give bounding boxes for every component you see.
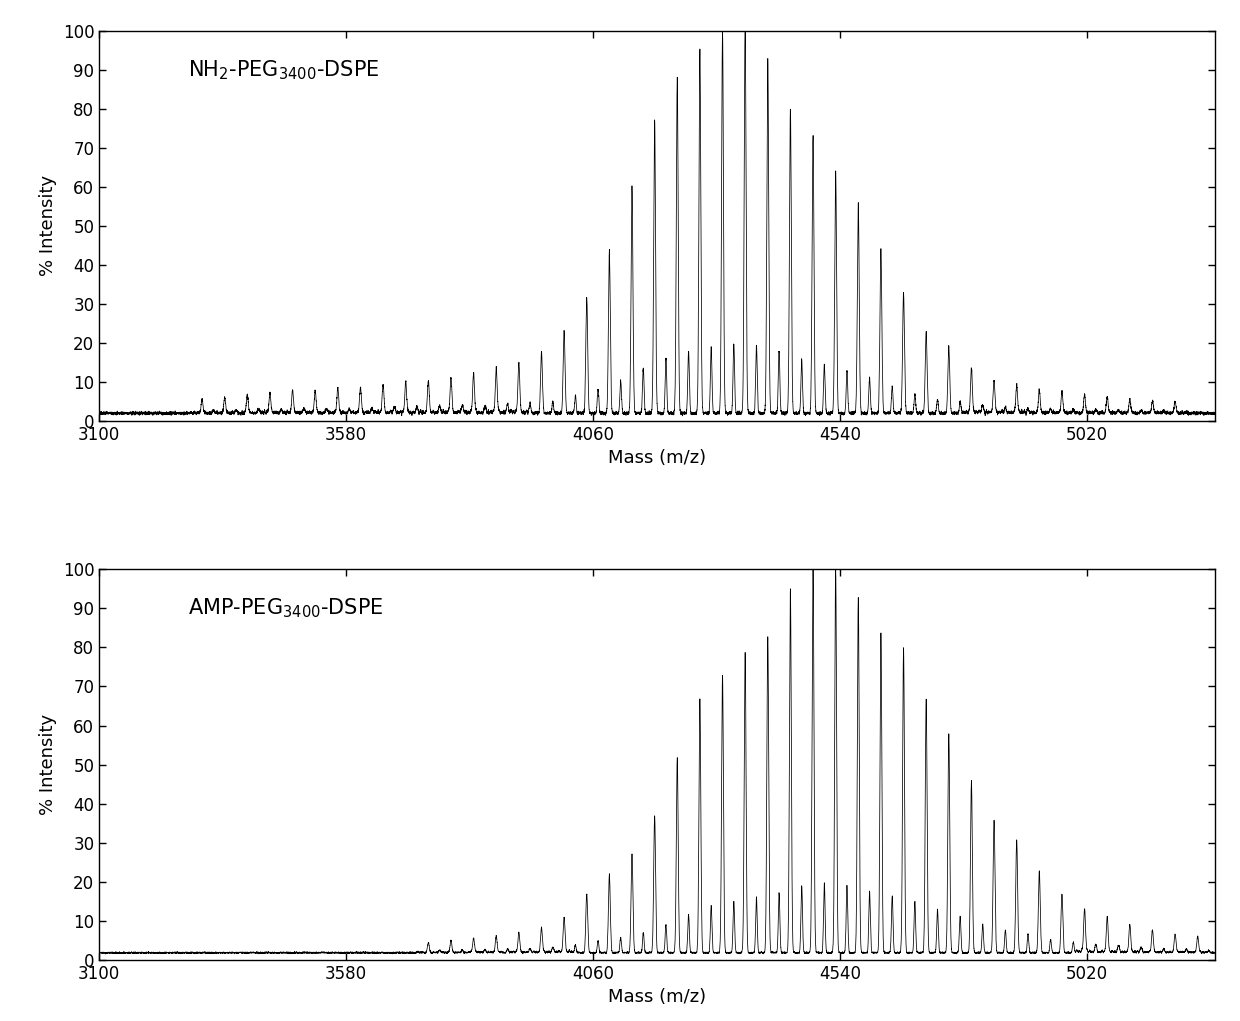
X-axis label: Mass (m/z): Mass (m/z) bbox=[608, 449, 707, 468]
X-axis label: Mass (m/z): Mass (m/z) bbox=[608, 988, 707, 1006]
Text: AMP-PEG$_{3400}$-DSPE: AMP-PEG$_{3400}$-DSPE bbox=[188, 596, 384, 621]
Text: NH$_2$-PEG$_{3400}$-DSPE: NH$_2$-PEG$_{3400}$-DSPE bbox=[188, 58, 379, 82]
Y-axis label: % Intensity: % Intensity bbox=[40, 176, 57, 277]
Y-axis label: % Intensity: % Intensity bbox=[40, 714, 57, 815]
